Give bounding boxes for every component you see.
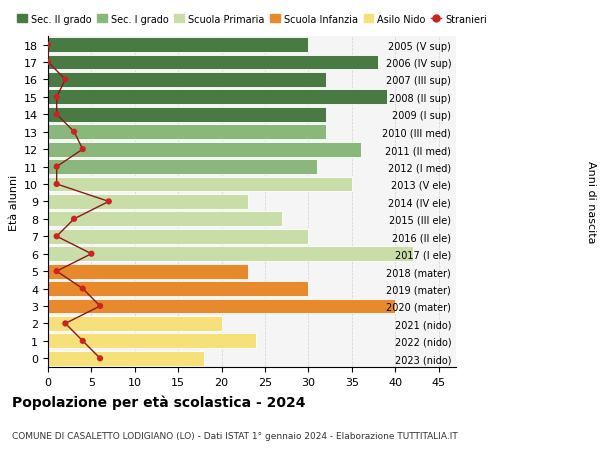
Point (78, 337, 88, 345)
Text: COMUNE DI CASALETTO LODIGIANO (LO) - Dati ISTAT 1° gennaio 2024 - Elaborazione T: COMUNE DI CASALETTO LODIGIANO (LO) - Dat… (12, 431, 458, 441)
Point (43, 59, 53, 67)
Point (61, 320, 70, 327)
Bar (48, 73, 326, 88)
Bar (48, 316, 221, 331)
Point (95, 302, 105, 310)
Point (86, 251, 96, 258)
Point (95, 355, 105, 362)
Bar (48, 107, 326, 123)
Text: Anni di nascita: Anni di nascita (586, 161, 596, 243)
Bar (48, 90, 386, 105)
Bar (48, 299, 395, 313)
Bar (48, 247, 413, 262)
Text: Popolazione per età scolastica - 2024: Popolazione per età scolastica - 2024 (12, 395, 305, 409)
Bar (48, 334, 256, 348)
Point (52, 112, 61, 119)
Point (52, 163, 61, 171)
Legend: Sec. II grado, Sec. I grado, Scuola Primaria, Scuola Infanzia, Asilo Nido, Stran: Sec. II grado, Sec. I grado, Scuola Prim… (13, 11, 491, 28)
Point (78, 146, 88, 153)
Bar (48, 56, 378, 70)
Bar (48, 212, 283, 227)
Point (78, 285, 88, 292)
Bar (48, 177, 352, 192)
Point (52, 94, 61, 101)
Point (52, 181, 61, 188)
Bar (48, 230, 308, 244)
Y-axis label: Età alunni: Età alunni (8, 174, 19, 230)
Point (52, 233, 61, 241)
Bar (48, 160, 317, 174)
Bar (48, 125, 326, 140)
Point (69, 216, 79, 223)
Bar (48, 351, 204, 366)
Bar (48, 195, 248, 209)
Point (104, 198, 113, 206)
Point (52, 268, 61, 275)
Point (43, 42, 53, 49)
Bar (48, 281, 308, 297)
Bar (48, 142, 361, 157)
Point (69, 129, 79, 136)
Bar (48, 264, 248, 279)
Point (61, 77, 70, 84)
Bar (48, 38, 308, 53)
